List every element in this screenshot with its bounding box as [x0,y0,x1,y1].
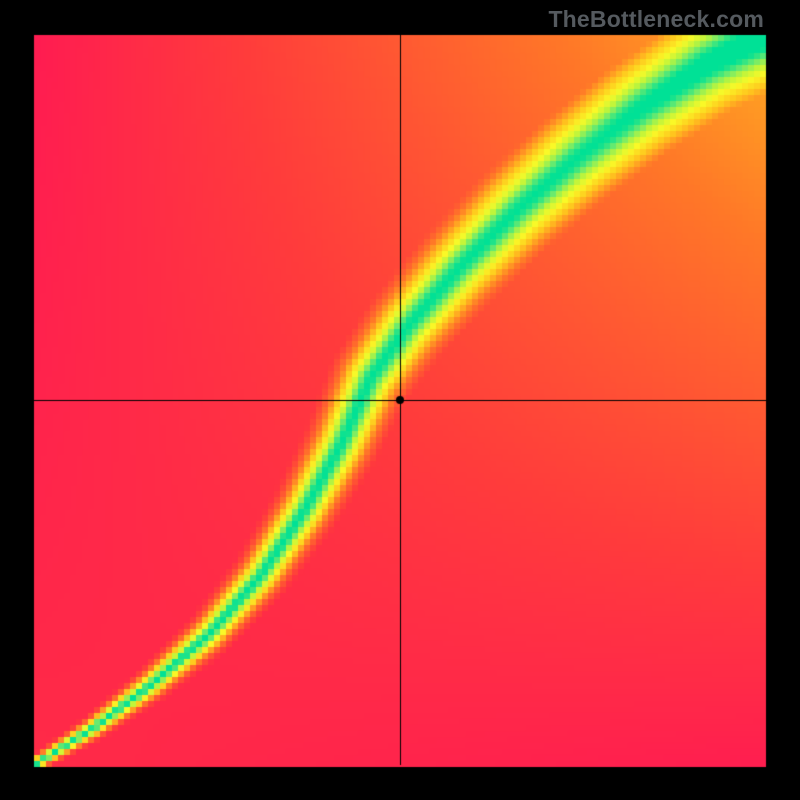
heatmap-canvas [0,0,800,800]
watermark-text: TheBottleneck.com [548,6,764,33]
chart-container: TheBottleneck.com [0,0,800,800]
